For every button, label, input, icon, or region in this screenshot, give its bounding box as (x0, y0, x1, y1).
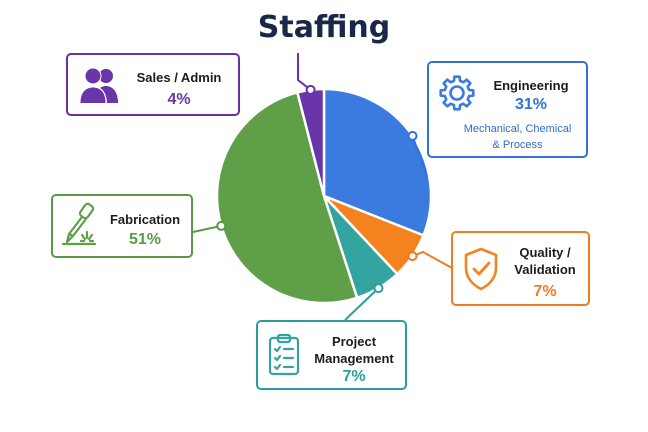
leader-dot-engineering (407, 130, 418, 141)
leader-line-project-management (344, 287, 380, 321)
leader-line-engineering (411, 135, 428, 178)
sales-admin-percent: 4% (167, 91, 191, 108)
engineering-callout: Engineering 31% Mechanical, Chemical & P… (427, 61, 588, 158)
project-management-label-line-1: Project (331, 334, 377, 349)
engineering-note-line-2: & Process (492, 139, 543, 151)
sales-admin-label: Sales / Admin (136, 70, 222, 85)
leader-dot-quality-validation (407, 251, 418, 262)
gear-icon (439, 75, 475, 111)
quality-validation-percent: 7% (533, 283, 557, 300)
fabrication-percent: 51% (128, 231, 162, 248)
leader-dot-project-management (373, 283, 384, 294)
leader-line-sales-admin (297, 53, 312, 91)
project-management-label-line-2: Management (314, 351, 394, 366)
engineering-note-line-1: Mechanical, Chemical (463, 123, 572, 135)
quality-validation-label-line-2: Validation (514, 262, 576, 277)
welding-torch-icon (61, 202, 97, 246)
project-management-callout: Project Management 7% (256, 320, 407, 390)
shield-check-icon (464, 247, 498, 291)
fabrication-callout: Fabrication 51% (51, 194, 193, 258)
clipboard-checklist-icon (268, 333, 300, 376)
chart-title: Staffing (257, 10, 391, 45)
engineering-label: Engineering (493, 78, 569, 93)
sales-admin-callout: Sales / Admin 4% (66, 53, 240, 116)
leader-dot-sales-admin (305, 84, 316, 95)
project-management-percent: 7% (342, 368, 366, 385)
users-icon (79, 67, 118, 104)
leader-lines (192, 53, 453, 321)
pie-slices (215, 87, 433, 305)
project-management-label: Project Management (304, 333, 404, 367)
gear-outline (439, 75, 475, 111)
quality-validation-label: Quality / Validation (501, 244, 589, 278)
engineering-note: Mechanical, Chemical & Process (449, 121, 586, 153)
leader-line-quality-validation (412, 250, 453, 269)
quality-validation-label-line-1: Quality / (519, 245, 571, 260)
fabrication-label: Fabrication (109, 212, 181, 227)
engineering-percent: 31% (514, 96, 548, 113)
quality-validation-callout: Quality / Validation 7% (451, 231, 590, 306)
leader-dot-fabrication (216, 220, 227, 231)
